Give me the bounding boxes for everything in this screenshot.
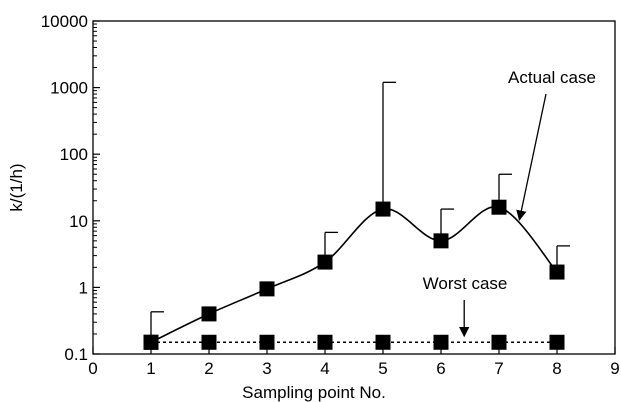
data-point [549, 334, 565, 350]
x-axis: 0 1 2 3 4 5 6 7 8 9 [88, 347, 620, 378]
annotation-arrow [516, 93, 547, 221]
x-tick-label: 3 [262, 359, 271, 378]
data-point [375, 201, 391, 217]
x-tick-label: 9 [610, 359, 619, 378]
data-point [491, 199, 507, 215]
y-tick-label: 0.1 [64, 345, 88, 364]
annotation-worst-case: Worst case [423, 274, 508, 293]
data-point [201, 306, 217, 322]
x-axis-label: Sampling point No. [242, 383, 386, 402]
data-point [259, 281, 275, 297]
data-point [259, 334, 275, 350]
series-layer [143, 81, 570, 350]
x-tick-label: 2 [204, 359, 213, 378]
y-tick-label: 1 [79, 278, 88, 297]
y-axis: 0.1 1 10 100 1000 10000 [41, 12, 100, 364]
x-tick-label: 8 [552, 359, 561, 378]
plot-frame [92, 20, 616, 355]
y-axis-label: k/(1/h) [7, 163, 26, 211]
data-point [433, 334, 449, 350]
x-tick-label: 0 [88, 359, 97, 378]
x-tick-label: 7 [494, 359, 503, 378]
y-tick-label: 10000 [41, 12, 88, 31]
series-worst-case [143, 334, 565, 350]
y-tick-label: 1000 [50, 79, 88, 98]
data-point [433, 233, 449, 249]
data-point [201, 334, 217, 350]
x-tick-label: 1 [146, 359, 155, 378]
y-tick-label: 100 [60, 145, 88, 164]
data-point [317, 254, 333, 270]
x-tick-label: 4 [320, 359, 329, 378]
annotation-actual-case: Actual case [508, 68, 596, 87]
data-point [549, 264, 565, 280]
data-point [375, 334, 391, 350]
data-point [317, 334, 333, 350]
data-point [491, 334, 507, 350]
series-actual-case [143, 81, 570, 350]
x-tick-label: 6 [436, 359, 445, 378]
plot-area-border [92, 20, 616, 355]
y-tick-label: 10 [69, 212, 88, 231]
data-point [143, 334, 159, 350]
x-tick-label: 5 [378, 359, 387, 378]
annotation-layer: Actual case Worst case [423, 68, 596, 338]
